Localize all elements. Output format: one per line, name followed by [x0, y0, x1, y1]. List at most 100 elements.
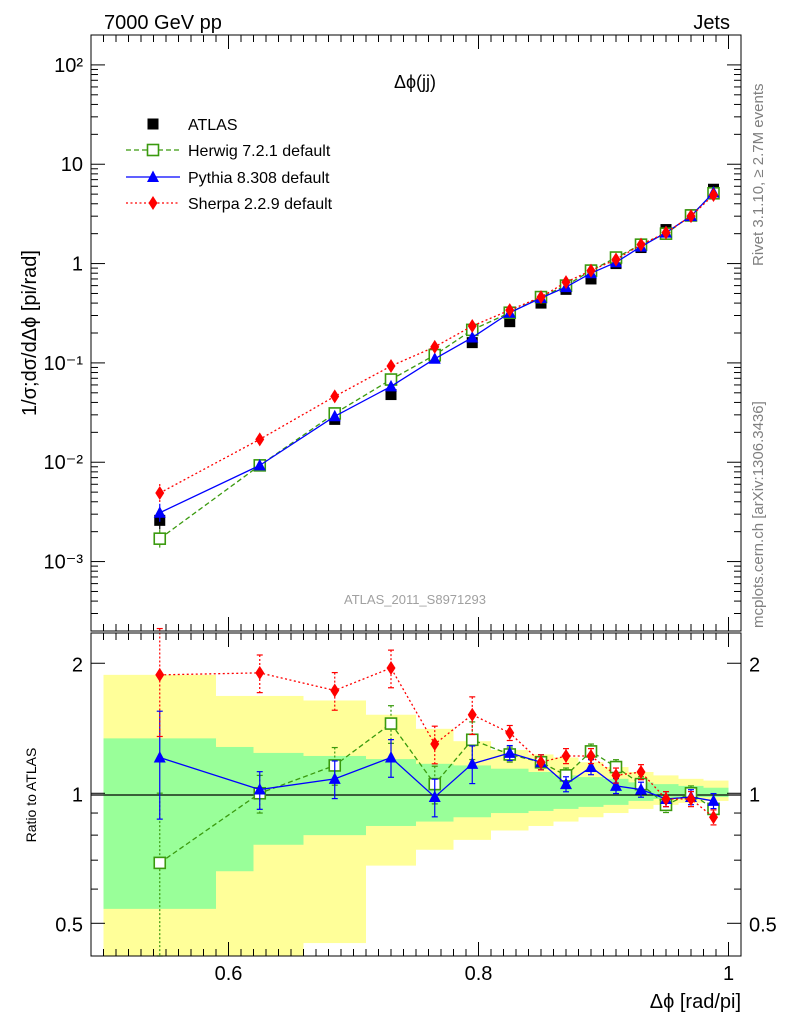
data-point — [466, 337, 478, 349]
ratio-series-sherpa — [155, 627, 718, 826]
data-point — [328, 409, 341, 422]
ratio-y-tick-label: 2 — [72, 654, 83, 676]
series-herwig — [153, 186, 720, 548]
legend-item-sherpa: Sherpa 2.2.9 default — [126, 196, 333, 213]
data-point — [466, 331, 479, 343]
plot-title: Δϕ(jj) — [394, 72, 436, 92]
data-point — [385, 379, 397, 392]
legend-marker — [147, 118, 159, 130]
data-point — [253, 458, 266, 471]
ratio-y-axis-label: Ratio to ATLAS — [23, 748, 39, 843]
ratio-point — [536, 755, 546, 770]
legend: ATLAS Herwig 7.2.1 default Pythia 8.308 de… — [126, 117, 333, 213]
ratio-point — [661, 791, 671, 806]
data-point — [561, 275, 571, 290]
data-point — [585, 273, 597, 285]
data-point — [636, 237, 646, 252]
ratio-uncertainty-bands — [103, 674, 729, 956]
ratio-point — [328, 772, 341, 784]
series-sherpa — [155, 188, 718, 503]
ratio-point — [635, 783, 647, 795]
data-point — [661, 225, 671, 240]
mcplots-source-label: mcplots.cern.ch [arXiv:1306.3436] — [750, 401, 767, 628]
ratio-point — [428, 790, 441, 803]
ratio-series — [153, 627, 720, 957]
ratio-point — [253, 783, 266, 795]
legend-item-atlas: ATLAS — [147, 117, 238, 134]
ratio-point — [465, 733, 479, 747]
ratio-point — [611, 768, 621, 783]
legend-item-herwig: Herwig 7.2.1 default — [126, 143, 331, 160]
data-point — [330, 389, 340, 404]
data-point — [155, 486, 165, 501]
ratio-point — [153, 751, 166, 763]
ratio-point — [384, 717, 398, 730]
inner-band-bin — [491, 768, 529, 814]
ratio-point — [467, 707, 477, 722]
ratio-point — [686, 791, 696, 806]
inner-band-bin — [703, 787, 729, 798]
legend-marker — [146, 143, 160, 157]
ratio-point — [155, 667, 165, 682]
ratio-point — [707, 794, 720, 806]
ratio-point — [636, 765, 646, 780]
main-y-tick-label: 10⁻¹ — [44, 353, 84, 375]
data-point — [153, 532, 167, 545]
data-point — [386, 359, 396, 374]
ratio-y-tick-label-right: 0.5 — [749, 914, 777, 936]
x-axis-label: Δϕ [rad/pi] — [650, 991, 741, 1013]
ratio-line — [159, 722, 714, 864]
legend-label: Herwig 7.2.1 default — [188, 143, 331, 160]
data-point — [504, 316, 516, 328]
header-energy-label: 7000 GeV pp — [104, 12, 222, 34]
x-tick-label: 0.6 — [215, 963, 243, 985]
main-y-tick-label: 1 — [72, 254, 83, 276]
main-y-tick-label: 10² — [54, 55, 83, 77]
data-point — [385, 389, 397, 401]
main-y-tick-label: 10⁻² — [44, 452, 84, 474]
ratio-point — [466, 757, 479, 769]
legend-label: Pythia 8.308 default — [188, 170, 330, 187]
ratio-point — [385, 751, 397, 763]
main-ticks — [90, 34, 742, 632]
ratio-point — [610, 779, 622, 791]
ratio-ticks — [90, 633, 742, 956]
main-series — [153, 183, 720, 548]
inner-band-bin — [528, 772, 554, 811]
main-y-axis-label: 1/σ;dσ/dΔϕ [pi/rad] — [19, 250, 41, 416]
data-point — [467, 319, 477, 334]
legend-marker — [148, 196, 158, 210]
ratio-y-tick-label: 1 — [72, 784, 83, 806]
ratio-point — [585, 760, 597, 773]
data-point — [255, 432, 265, 447]
ratio-line — [159, 667, 714, 818]
main-y-tick-labels: 10⁻³ 10⁻² 10⁻¹ 1 10 10² — [44, 55, 84, 574]
rivet-version-label: Rivet 3.1.10, ≥ 2.7M events — [750, 84, 767, 267]
ratio-point — [386, 661, 396, 676]
x-tick-label: 1 — [723, 963, 734, 985]
data-point — [586, 263, 596, 278]
ratio-point — [561, 748, 571, 763]
data-point — [686, 209, 696, 224]
data-point — [536, 290, 546, 305]
ratio-panel: 0.5 0.5 1 1 2 2 0.6 0.8 1 Ratio to ATLAS Δϕ [rad… — [23, 627, 777, 1013]
main-panel: 10⁻³ 10⁻² 10⁻¹ 1 10 10² Δϕ(jj) ATLAS_2011_S89… — [19, 34, 742, 632]
data-point — [505, 303, 515, 318]
data-point — [430, 339, 440, 354]
inner-band-bin — [216, 746, 254, 872]
ratio-point — [709, 810, 718, 825]
ratio-point — [505, 725, 515, 740]
data-point — [153, 506, 166, 518]
series-line — [159, 192, 714, 540]
legend-label: ATLAS — [188, 117, 238, 134]
ratio-point — [503, 746, 516, 758]
legend-label: Sherpa 2.2.9 default — [188, 196, 333, 213]
ratio-point — [255, 665, 265, 680]
main-y-tick-label: 10⁻³ — [44, 552, 84, 574]
inner-band-bin — [578, 777, 604, 807]
data-point — [709, 188, 718, 203]
ratio-y-tick-label-right: 1 — [749, 784, 760, 806]
data-point — [611, 252, 621, 267]
header-process-label: Jets — [693, 12, 730, 34]
